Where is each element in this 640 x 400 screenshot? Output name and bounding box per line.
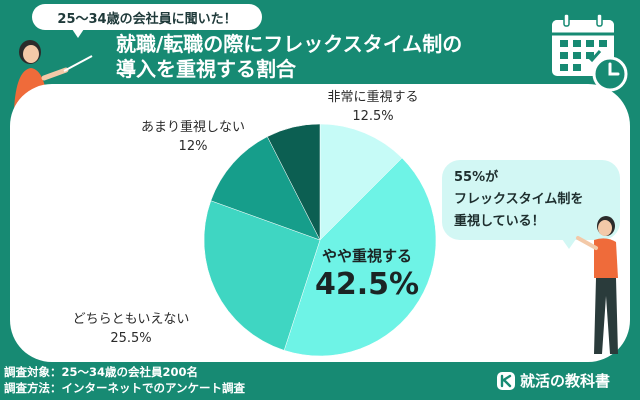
label-not-very-important: あまり重視しない 12% [128, 118, 258, 156]
label-very-important-value: 12.5% [352, 109, 394, 124]
pie-slice-1 [283, 157, 437, 357]
logo-text: 就活の教科書 [520, 372, 611, 390]
pie-slice-4 [267, 123, 321, 241]
label-somewhat-important: やや重視する 42.5% [302, 246, 432, 304]
pie-slice-3 [210, 136, 321, 241]
pie-slice-0 [319, 123, 403, 241]
brand-logo: 就活の教科書 [496, 370, 610, 391]
presenter-figure-icon [576, 216, 618, 354]
label-somewhat-important-name: やや重視する [321, 247, 412, 265]
logo-mark-icon [497, 371, 515, 390]
chart-title-line2: 導入を重視する割合 [116, 57, 296, 81]
label-very-important: 非常に重視する 12.5% [318, 88, 428, 126]
label-neutral-value: 25.5% [110, 331, 152, 346]
label-not-very-important-name: あまり重視しない [140, 120, 245, 135]
footer-target: 調査対象：25〜34歳の会社員200名 [4, 365, 199, 379]
label-neutral-name: どちらともいえない [72, 312, 190, 327]
callout-line1: 55%が [454, 170, 499, 185]
label-somewhat-important-value: 42.5% [314, 267, 420, 302]
label-very-important-name: 非常に重視する [327, 90, 419, 105]
footer-method: 調査方法：インターネットでのアンケート調査 [4, 381, 246, 395]
calendar-clock-icon [552, 13, 628, 92]
label-not-very-important-value: 12% [178, 139, 208, 154]
chart-title-line1: 就職/転職の際にフレックスタイム制の [116, 32, 463, 56]
survey-target-bubble: 25〜34歳の会社員に聞いた！ [32, 4, 262, 38]
chart-title: 就職/転職の際にフレックスタイム制の 導入を重視する割合 [116, 32, 546, 82]
callout-line2: フレックスタイム制を [454, 192, 584, 207]
survey-footer: 調査対象：25〜34歳の会社員200名 調査方法：インターネットでのアンケート調… [4, 364, 245, 396]
label-neutral: どちらともいえない 25.5% [56, 310, 206, 348]
callout-bubble: 55%が フレックスタイム制を 重視している！ [442, 160, 620, 249]
callout-line3: 重視している！ [454, 214, 545, 229]
pie-slice-2 [203, 200, 321, 351]
